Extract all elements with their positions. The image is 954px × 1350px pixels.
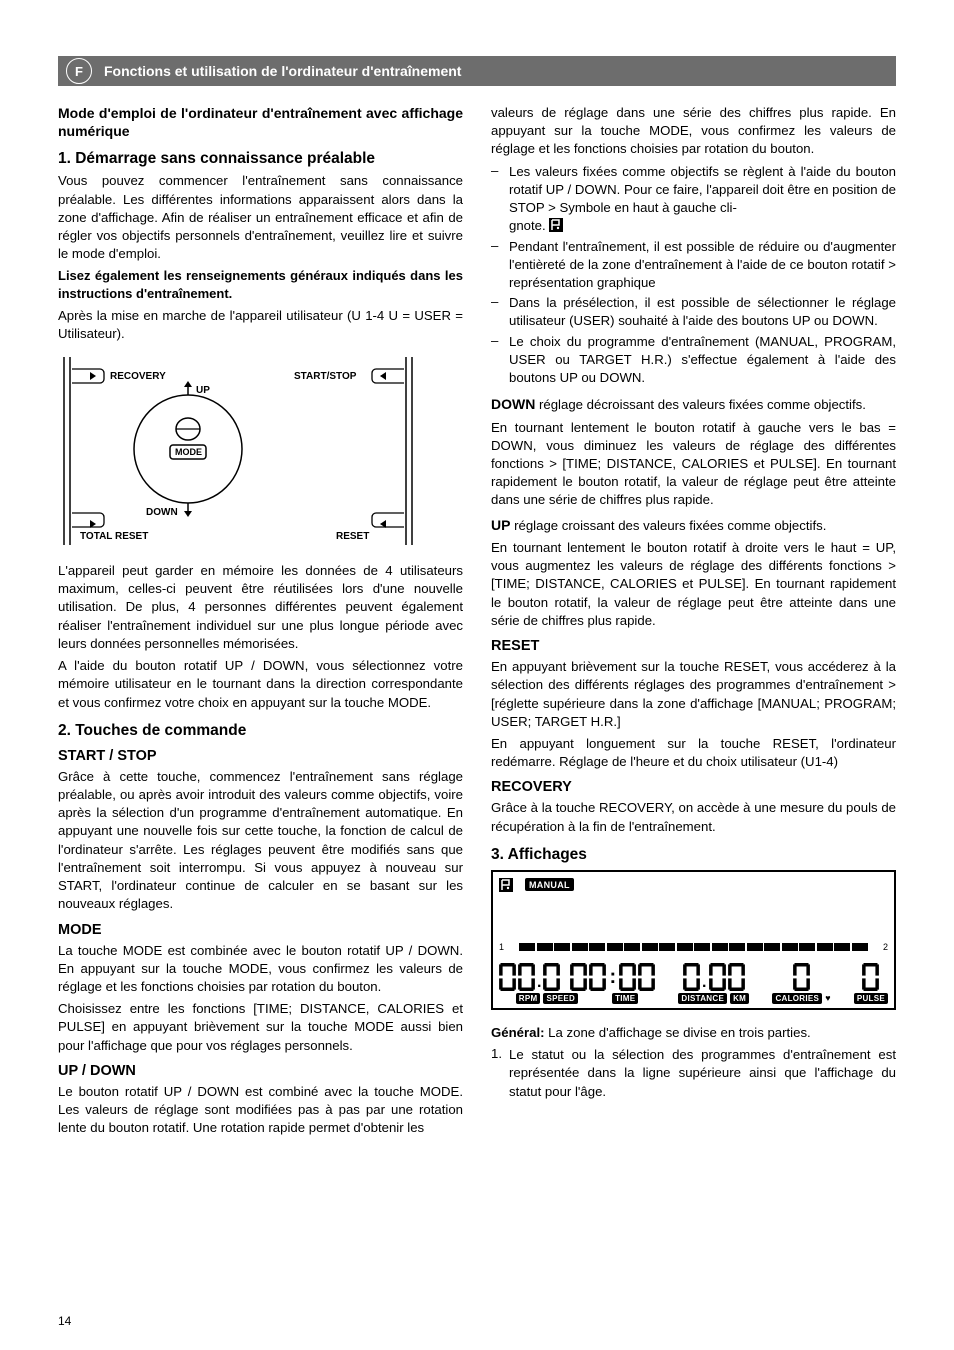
list-item: – Les valeurs fixées comme objectifs se …	[491, 163, 896, 236]
tag-pulse: PULSE	[854, 993, 888, 1004]
tag-rpm: RPM	[516, 993, 541, 1004]
diagram-label-mode: MODE	[175, 447, 202, 457]
tag-distance: DISTANCE	[678, 993, 727, 1004]
paragraph: Après la mise en marche de l'appareil ut…	[58, 307, 463, 343]
paragraph: A l'aide du bouton rotatif UP / DOWN, vo…	[58, 657, 463, 712]
paragraph: Grâce à la touche RECOVERY, on accède à …	[491, 799, 896, 835]
control-diagram: RECOVERY START/STOP UP MODE DOWN TOTAL R…	[58, 351, 463, 554]
bullet-text: Dans la présélection, il est possible de…	[509, 294, 896, 330]
level-indicator-right: 2	[883, 942, 888, 952]
right-column: valeurs de réglage dans une série des ch…	[491, 104, 896, 1137]
intro-title: Mode d'emploi de l'ordinateur d'entraîne…	[58, 104, 463, 140]
diagram-label-up: UP	[196, 385, 210, 396]
heading-1: 1. Démarrage sans connaissance préalable	[58, 150, 463, 168]
tag-calories: CALORIES	[772, 993, 822, 1004]
tag-speed: SPEED	[543, 993, 578, 1004]
list-item: – Dans la présélection, il est possible …	[491, 294, 896, 330]
paragraph: UP réglage croissant des valeurs fixées …	[491, 516, 896, 535]
paragraph: La touche MODE est combinée avec le bout…	[58, 942, 463, 997]
list-item: – Pendant l'entraînement, il est possibl…	[491, 238, 896, 293]
display-section-calories: CALORIES ♥	[772, 963, 830, 1004]
paragraph: valeurs de réglage dans une série des ch…	[491, 104, 896, 159]
heading-3: 3. Affichages	[491, 846, 896, 864]
dash-icon: –	[491, 333, 509, 348]
display-panel: MANUAL 1 2 .	[491, 870, 896, 1010]
display-section-pulse: PULSE	[854, 963, 888, 1004]
lang-badge: F	[66, 58, 92, 84]
paragraph: En appuyant longuement sur la touche RES…	[491, 735, 896, 771]
numbered-text: Le statut ou la sélection des programmes…	[509, 1046, 896, 1101]
paragraph: Général: La zone d'affichage se divise e…	[491, 1024, 896, 1042]
dash-icon: –	[491, 163, 509, 178]
dash-icon: –	[491, 294, 509, 309]
general-label: Général:	[491, 1025, 545, 1040]
stop-icon	[549, 218, 563, 232]
left-column: Mode d'emploi de l'ordinateur d'entraîne…	[58, 104, 463, 1137]
dash-icon: –	[491, 238, 509, 253]
bullet-text: Les valeurs fixées comme objectifs se rè…	[509, 163, 896, 236]
bullet-text: Le choix du programme d'entraînement (MA…	[509, 333, 896, 388]
heading-recovery: RECOVERY	[491, 779, 896, 795]
paragraph: DOWN réglage décroissant des valeurs fix…	[491, 395, 896, 414]
heading-reset: RESET	[491, 638, 896, 654]
list-item: – Le choix du programme d'entraînement (…	[491, 333, 896, 388]
tag-km: KM	[730, 993, 749, 1004]
heart-icon: ♥	[825, 993, 830, 1003]
number-marker: 1.	[491, 1046, 509, 1061]
page-number: 14	[58, 1314, 71, 1328]
paragraph-bold: Lisez également les renseignements génér…	[58, 267, 463, 302]
paragraph: Grâce à cette touche, commencez l'entraî…	[58, 768, 463, 914]
heading-start: START / STOP	[58, 748, 463, 764]
tag-time: TIME	[612, 993, 638, 1004]
diagram-label-down: DOWN	[146, 507, 178, 518]
diagram-label-startstop: START/STOP	[294, 371, 357, 382]
diagram-label-recovery: RECOVERY	[110, 371, 166, 382]
display-section-speed-time: . : RPM SPEED TIME	[499, 963, 655, 1004]
bullet-list: – Les valeurs fixées comme objectifs se …	[491, 163, 896, 388]
paragraph: En appuyant brièvement sur la touche RES…	[491, 658, 896, 731]
paragraph: Choisissez entre les fonctions [TIME; DI…	[58, 1000, 463, 1055]
heading-updown: UP / DOWN	[58, 1063, 463, 1079]
paragraph: L'appareil peut garder en mémoire les do…	[58, 562, 463, 653]
two-column-layout: Mode d'emploi de l'ordinateur d'entraîne…	[58, 104, 896, 1137]
tag-manual: MANUAL	[525, 878, 574, 891]
section-title: Fonctions et utilisation de l'ordinateur…	[104, 63, 461, 79]
diagram-label-totalreset: TOTAL RESET	[80, 531, 148, 542]
level-bar	[519, 943, 868, 951]
heading-down: DOWN	[491, 396, 535, 412]
heading-mode: MODE	[58, 922, 463, 938]
paragraph: En tournant lentement le bouton rotatif …	[491, 539, 896, 630]
numbered-item: 1. Le statut ou la sélection des program…	[491, 1046, 896, 1101]
section-header: F Fonctions et utilisation de l'ordinate…	[58, 56, 896, 86]
stop-icon-display	[499, 878, 513, 892]
heading-2: 2. Touches de commande	[58, 722, 463, 740]
bullet-text: Pendant l'entraînement, il est possible …	[509, 238, 896, 293]
diagram-label-reset: RESET	[336, 531, 369, 542]
paragraph: Vous pouvez commencer l'entraînement san…	[58, 172, 463, 263]
paragraph: En tournant lentement le bouton rotatif …	[491, 419, 896, 510]
heading-up: UP	[491, 517, 510, 533]
paragraph: Le bouton rotatif UP / DOWN est combiné …	[58, 1083, 463, 1138]
level-indicator-left: 1	[499, 942, 504, 952]
display-section-distance: . DISTANCE KM	[678, 963, 749, 1004]
